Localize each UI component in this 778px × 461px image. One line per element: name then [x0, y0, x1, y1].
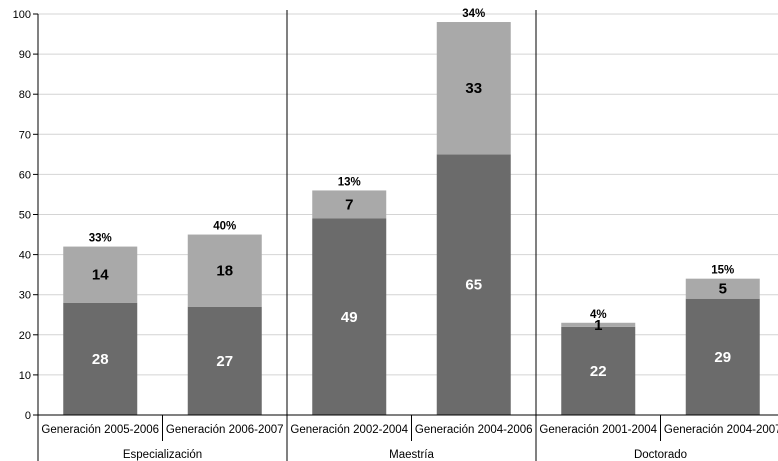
group-label: Maestría: [389, 449, 434, 461]
bar-segment: [187, 234, 262, 307]
bars: 28 14 33% 27 18 40% 49 7 13% 65 33 34% 22 14% 29 5 15%: [63, 8, 760, 415]
data-label: 1: [594, 317, 602, 334]
y-tick-label: 50: [19, 210, 31, 222]
y-tick-label: 40: [19, 250, 31, 262]
bar-segment: [187, 306, 262, 415]
percent-label: 40%: [213, 221, 236, 233]
category-label: Generación 2005-2006: [41, 424, 159, 436]
category-label: Generación 2004-2006: [415, 424, 533, 436]
y-tick-label: 0: [25, 410, 31, 422]
y-tick-label: 30: [19, 290, 31, 302]
bar-segment: [312, 218, 387, 415]
category-label: Generación 2002-2004: [290, 424, 408, 436]
bar-segment: [561, 322, 636, 327]
percent-label: 4%: [590, 309, 607, 321]
y-tick-label: 20: [19, 330, 31, 342]
bar-segment: [436, 22, 511, 155]
category-label: Generación 2004-2007: [664, 424, 778, 436]
percent-label: 15%: [711, 265, 734, 277]
percent-label: 34%: [462, 8, 485, 20]
bar-segment: [561, 326, 636, 415]
bar-segment: [63, 246, 138, 303]
data-label: 27: [216, 353, 233, 370]
data-label: 65: [465, 277, 482, 294]
y-tick-label: 80: [19, 89, 31, 101]
group-label: Especialización: [123, 449, 202, 461]
data-label: 33: [465, 80, 482, 97]
data-label: 49: [341, 309, 358, 326]
group-label: Doctorado: [634, 449, 687, 461]
data-label: 18: [216, 263, 233, 280]
bar-segment: [312, 190, 387, 219]
y-tick-label: 60: [19, 169, 31, 181]
y-axis: 0 10 20 30 40 50 60 70 80 90 100: [13, 9, 39, 422]
y-tick-label: 70: [19, 129, 31, 141]
gridlines: [38, 13, 778, 376]
y-tick-label: 10: [19, 370, 31, 382]
data-label: 5: [719, 281, 727, 298]
bar-segment: [685, 278, 760, 299]
y-tick-label: 100: [13, 9, 31, 21]
x-axis: Generación 2005-2006 Generación 2006-2007…: [37, 10, 778, 461]
y-tick-label: 90: [19, 49, 31, 61]
data-label: 22: [590, 363, 607, 380]
data-label: 29: [714, 349, 731, 366]
category-label: Generación 2001-2004: [539, 424, 657, 436]
percent-label: 13%: [338, 176, 361, 188]
percent-label: 33%: [89, 233, 112, 245]
bar-segment: [436, 154, 511, 415]
data-label: 14: [92, 267, 109, 284]
data-label: 28: [92, 351, 109, 368]
bar-segment: [63, 302, 138, 415]
bar-segment: [685, 298, 760, 415]
category-label: Generación 2006-2007: [166, 424, 284, 436]
data-label: 7: [345, 196, 353, 213]
